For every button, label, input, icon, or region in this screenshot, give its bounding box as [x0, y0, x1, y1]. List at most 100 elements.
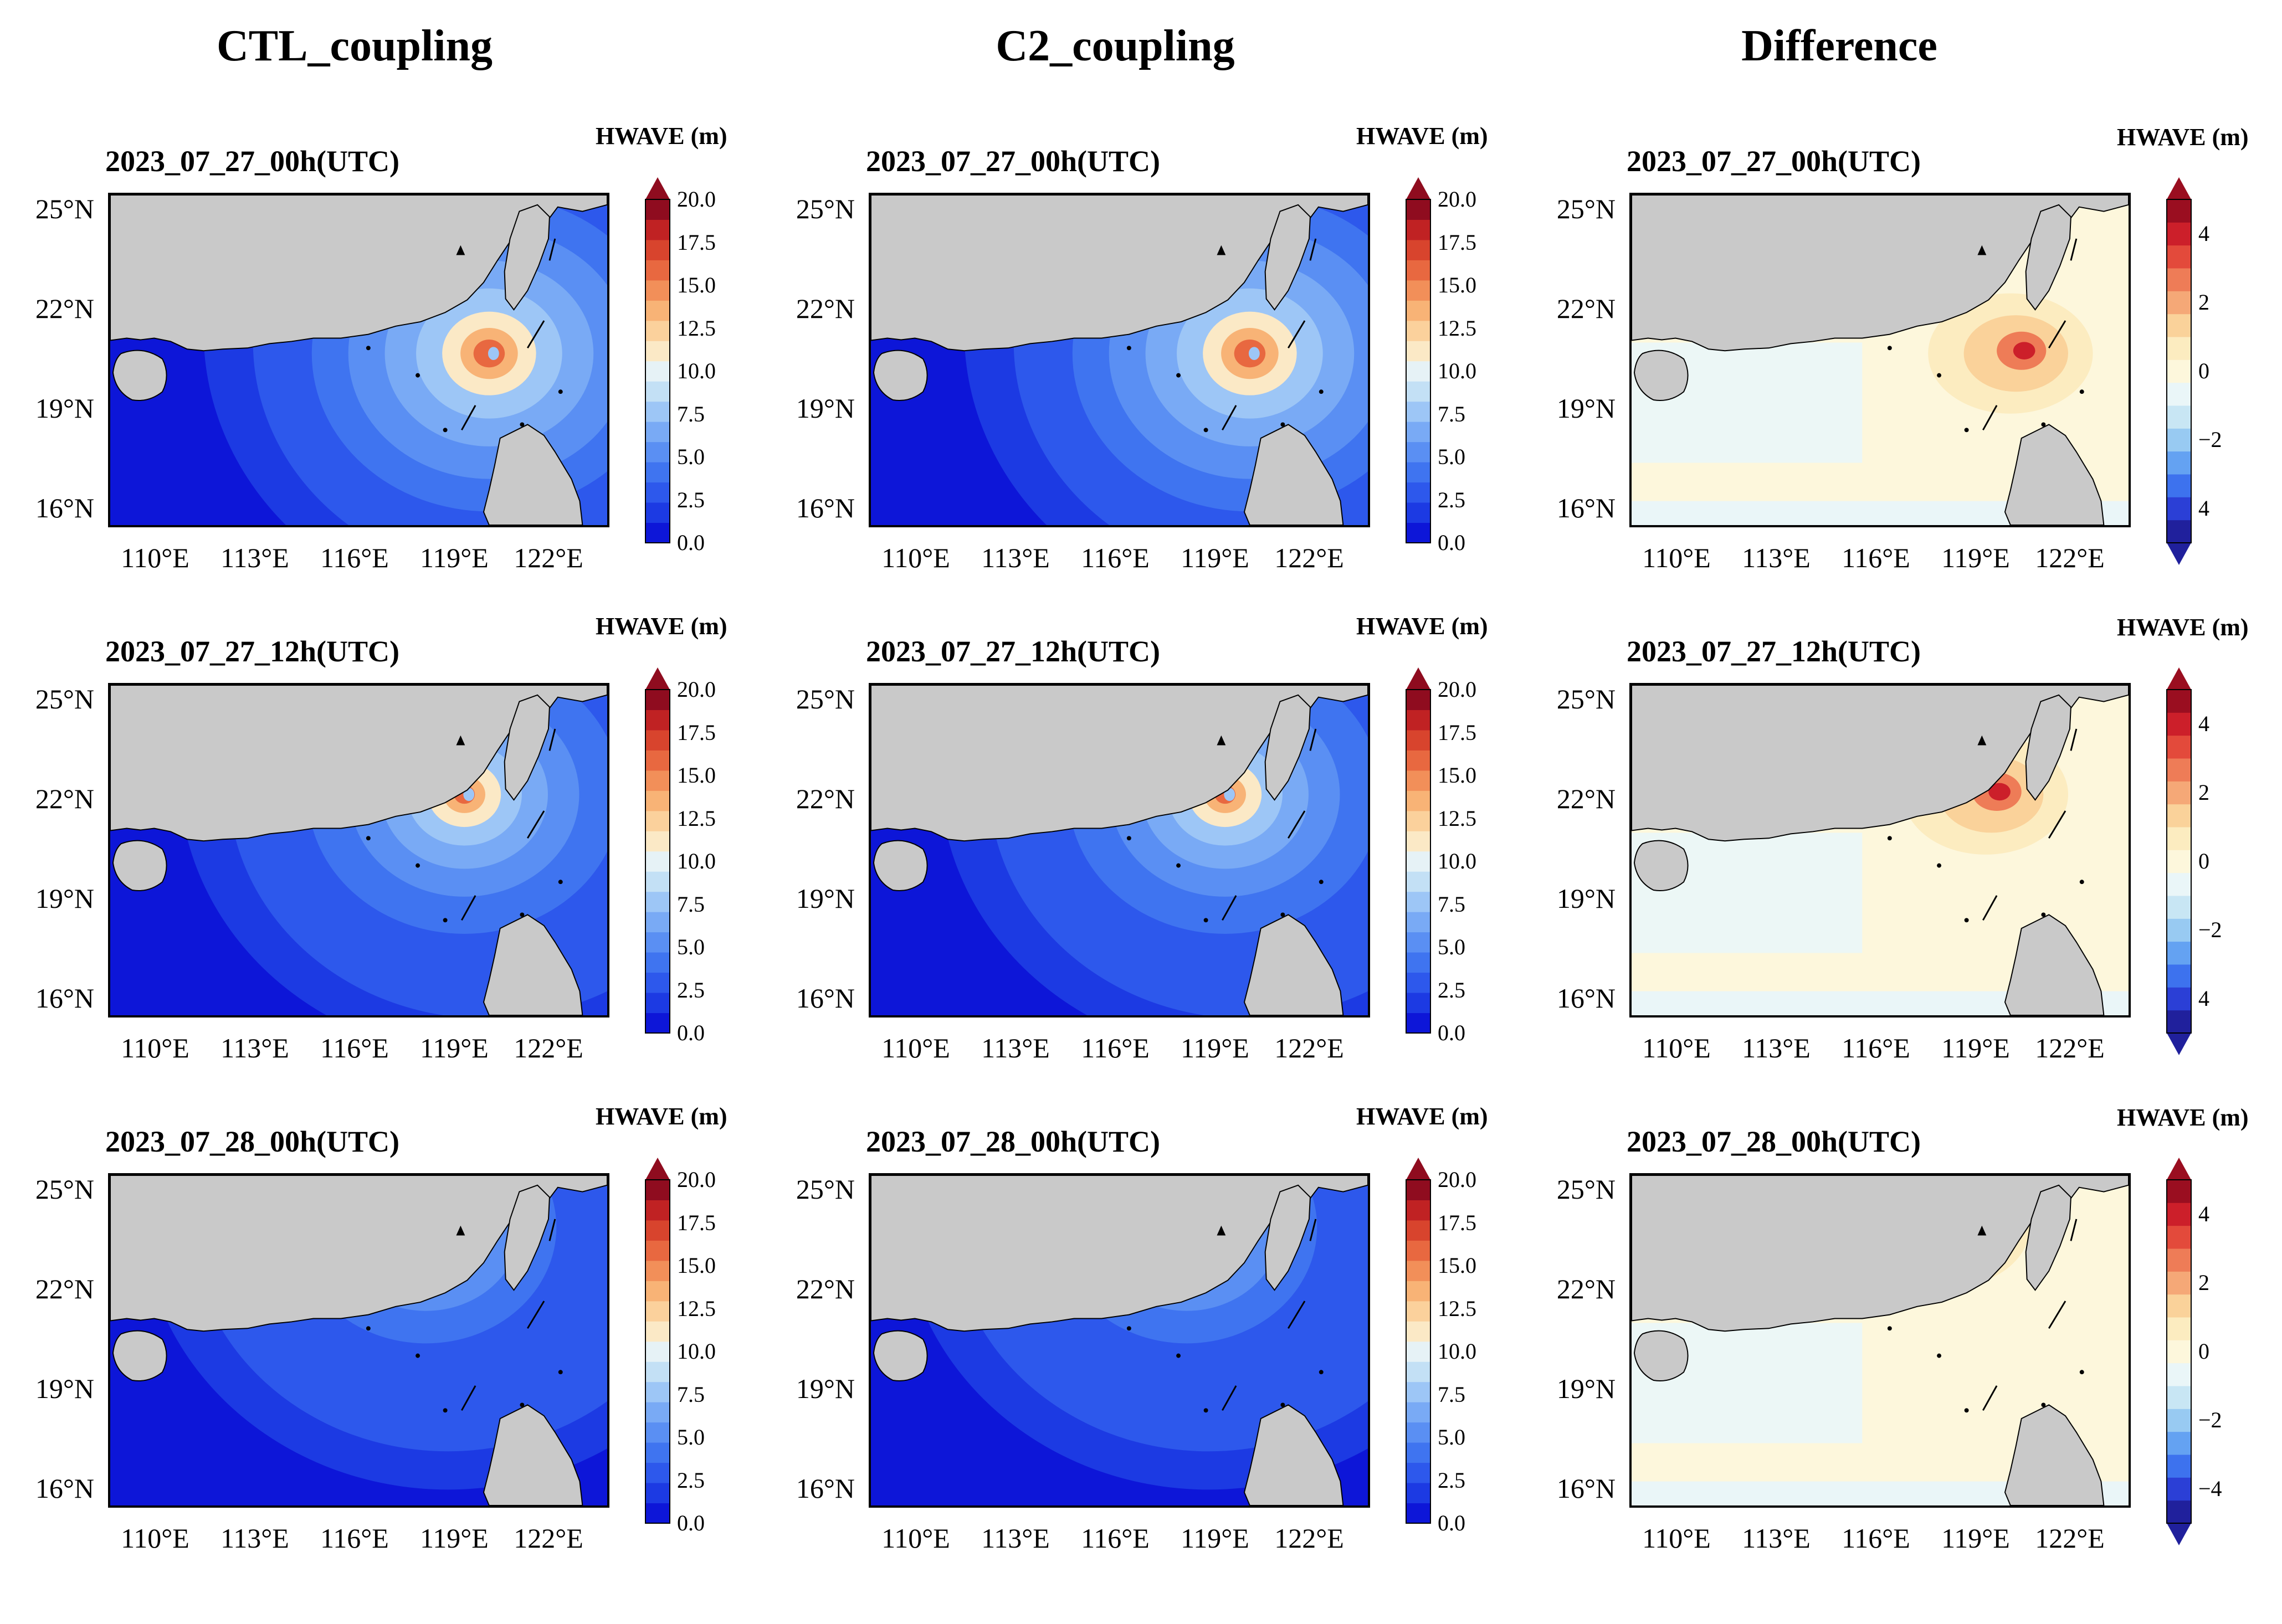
colorbar-tick-label: 20.0: [1438, 187, 1476, 212]
mainland-china: [110, 685, 607, 842]
colorbar-title: HWAVE (m): [1356, 1103, 1488, 1130]
colorbar-tick-label: 2.5: [677, 1467, 705, 1493]
latitude-label: 16°N: [35, 983, 94, 1014]
latitude-label: 19°N: [796, 393, 855, 424]
latitude-label: 22°N: [35, 783, 94, 814]
map-field: [871, 195, 1368, 525]
colorbar: [2166, 667, 2192, 1055]
colorbar-segment: [645, 912, 670, 933]
colorbar-segment: [2167, 405, 2191, 429]
colorbar-segment: [2167, 918, 2191, 942]
colorbar-segment: [645, 1381, 670, 1402]
latitude-label: 25°N: [796, 1174, 855, 1205]
colorbar-segment: [1406, 729, 1430, 751]
colorbar-tick-label: 0.0: [677, 530, 705, 555]
colorbar-segment: [645, 891, 670, 912]
hainan-island: [873, 1330, 928, 1381]
colorbar-segment: [645, 401, 670, 422]
taiwan-island: [504, 1184, 550, 1291]
mainland-china: [110, 1175, 607, 1332]
hainan-island: [873, 840, 928, 891]
latitude-label: 25°N: [35, 193, 94, 224]
colorbar-segment: [1406, 710, 1430, 731]
latitude-label: 16°N: [796, 983, 855, 1014]
longitude-label: 113°E: [220, 1032, 289, 1063]
colorbar-segment: [1406, 1462, 1430, 1483]
colorbar-segment: [645, 1260, 670, 1281]
longitude-label: 119°E: [1181, 542, 1249, 573]
mainland-china: [871, 1175, 1368, 1332]
latitude-label: 22°N: [1556, 1273, 1616, 1304]
colorbar-segment: [1406, 790, 1430, 811]
map-area: [869, 683, 1370, 1017]
colorbar: [645, 667, 670, 1034]
map-area: [1629, 193, 2131, 527]
map-panel: 2023_07_27_00h(UTC) 25°N 22°N 19°N 16°N 110°E…: [1521, 111, 2282, 644]
longitude-label: 113°E: [220, 1523, 289, 1554]
map-area: [108, 193, 609, 527]
small-island: [520, 422, 525, 427]
colorbar-segment: [1406, 1013, 1430, 1034]
small-island: [1319, 880, 1324, 885]
longitude-label: 113°E: [981, 542, 1050, 573]
longitude-label: 122°E: [2035, 1523, 2105, 1554]
colorbar-segment: [1406, 1180, 1430, 1200]
colorbar-segment: [645, 441, 670, 462]
colorbar-segment: [1406, 1260, 1430, 1281]
colorbar-segment: [1406, 750, 1430, 771]
small-island: [1964, 918, 1969, 923]
latitude-label: 19°N: [1556, 393, 1616, 424]
hainan-island: [112, 1330, 167, 1381]
colorbar-segment: [1406, 441, 1430, 462]
small-island: [1280, 422, 1285, 427]
longitude-label: 116°E: [1842, 1523, 1910, 1554]
map-area: [1629, 1173, 2131, 1508]
mainland-china: [871, 685, 1368, 842]
latitude-label: 16°N: [796, 492, 855, 523]
colorbar-tick-label: 17.5: [677, 1210, 716, 1235]
colorbar-segment: [645, 280, 670, 301]
longitude-label: 110°E: [1642, 542, 1711, 573]
colorbar-segment: [645, 831, 670, 852]
latitude-label: 22°N: [796, 783, 855, 814]
colorbar-title: HWAVE (m): [596, 613, 727, 640]
colorbar-segment: [645, 1301, 670, 1322]
latitude-label: 22°N: [35, 293, 94, 324]
taiwan-island: [1264, 204, 1311, 311]
colorbar-tick-label: 20.0: [1438, 1167, 1476, 1192]
colorbar-tick-label: 5.0: [677, 444, 705, 469]
colorbar-segment: [2167, 712, 2191, 736]
colorbar-segment: [645, 952, 670, 973]
luzon-island: [483, 1404, 583, 1505]
colorbar-segment: [645, 932, 670, 953]
colorbar-segment: [645, 219, 670, 240]
longitude-label: 116°E: [1081, 1523, 1150, 1554]
colorbar-segment: [645, 1442, 670, 1463]
small-island: [1176, 863, 1181, 868]
colorbar-tick-label: 0: [2198, 358, 2209, 383]
colorbar-tick-label: 0: [2198, 849, 2209, 873]
colorbar-segment: [645, 993, 670, 1014]
colorbar-segment: [645, 1200, 670, 1221]
small-island: [443, 918, 448, 923]
latitude-label: 22°N: [1556, 783, 1616, 814]
map-area: [869, 1173, 1370, 1508]
latitude-label: 16°N: [35, 492, 94, 523]
colorbar-tick-label: 4: [2198, 986, 2209, 1011]
small-island: [366, 836, 371, 841]
colorbar-segment: [645, 361, 670, 382]
small-island: [520, 1402, 525, 1407]
colorbar-segment: [645, 422, 670, 443]
latitude-label: 25°N: [35, 683, 94, 715]
latitude-label: 16°N: [796, 1473, 855, 1504]
map-panel: 2023_07_28_00h(UTC) 25°N 22°N 19°N 16°N 110°E…: [761, 1091, 1521, 1624]
latitude-label: 22°N: [1556, 293, 1616, 324]
colorbar-segment: [2167, 896, 2191, 919]
colorbar-tick-label: 2.5: [1438, 1467, 1465, 1493]
colorbar-segment: [2167, 199, 2191, 223]
map-field: [1632, 685, 2129, 1015]
longitude-label: 122°E: [2035, 542, 2105, 573]
colorbar-tick-label: 12.5: [677, 805, 716, 831]
colorbar-segment: [1406, 770, 1430, 791]
small-island: [1126, 1326, 1131, 1331]
